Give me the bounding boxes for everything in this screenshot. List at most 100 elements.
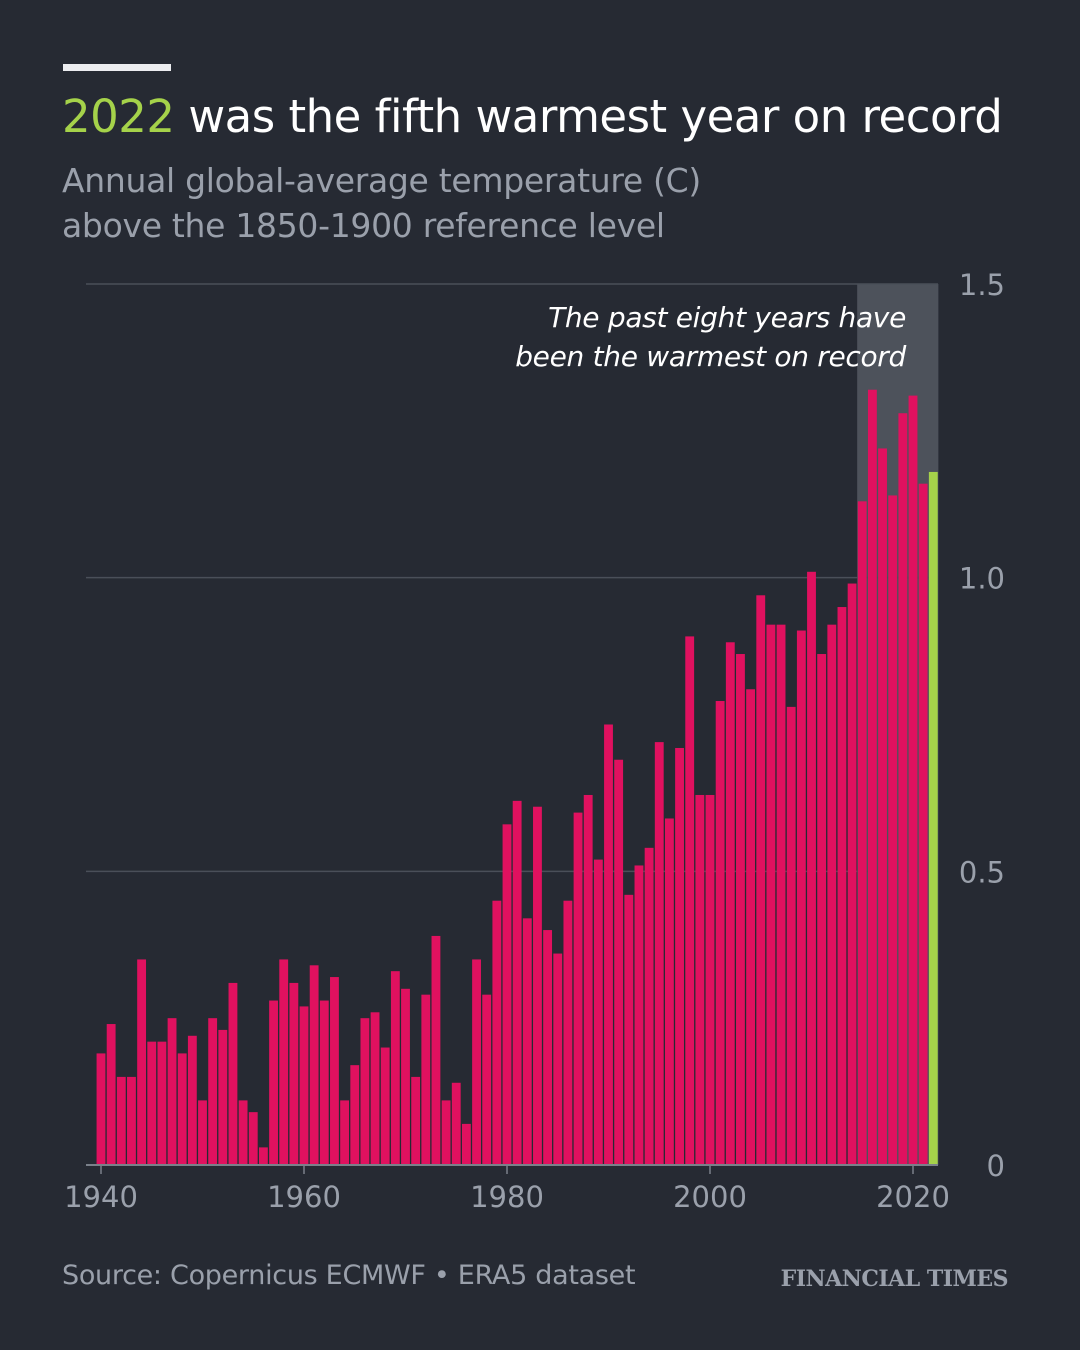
bar-1981	[512, 800, 522, 1165]
bar-2013	[837, 607, 847, 1165]
y-tick-label: 1.0	[959, 562, 1005, 596]
bar-1958	[279, 959, 289, 1165]
bar-1944	[137, 959, 147, 1165]
bar-2022	[928, 471, 938, 1165]
chart-title: 2022 was the fifth warmest year on recor…	[62, 90, 1003, 143]
bar-1983	[533, 806, 542, 1165]
bar-2021	[918, 483, 928, 1165]
bar-2006	[766, 624, 776, 1165]
bar-1949	[187, 1035, 197, 1165]
x-tick-label: 2000	[673, 1180, 747, 1214]
bar-1990	[604, 724, 613, 1165]
bar-1985	[553, 953, 563, 1165]
bar-1966	[360, 1018, 370, 1165]
bar-2017	[878, 448, 887, 1165]
bar-1996	[664, 818, 674, 1165]
bar-2004	[746, 689, 756, 1165]
bar-1978	[482, 994, 492, 1165]
bar-1986	[563, 900, 573, 1165]
bar-1975	[451, 1082, 461, 1165]
bar-2015	[857, 501, 867, 1165]
bar-1954	[238, 1100, 248, 1165]
bar-1987	[573, 812, 583, 1165]
bar-1955	[248, 1112, 258, 1165]
bar-1992	[624, 894, 634, 1165]
bar-1967	[370, 1012, 380, 1165]
bar-2001	[715, 701, 725, 1165]
bar-1984	[543, 930, 553, 1165]
bar-2019	[898, 413, 908, 1165]
bar-1982	[522, 918, 532, 1165]
subtitle-line-2: above the 1850-1900 reference level	[62, 206, 665, 245]
bar-1957	[269, 1000, 278, 1165]
bar-1942	[116, 1076, 126, 1165]
bar-1970	[401, 988, 410, 1165]
bar-1956	[258, 1147, 268, 1165]
bar-1980	[502, 824, 512, 1165]
bar-1988	[583, 794, 593, 1165]
bar-1946	[157, 1041, 167, 1165]
bar-1943	[127, 1076, 136, 1165]
bar-1945	[147, 1041, 157, 1165]
title-highlight-year: 2022	[62, 90, 175, 143]
bar-1998	[685, 636, 695, 1165]
y-tick-label: 0.5	[959, 855, 1005, 889]
bar-1969	[390, 971, 400, 1165]
bar-2003	[736, 654, 745, 1165]
bar-1962	[319, 1000, 329, 1165]
bar-1965	[350, 1065, 360, 1165]
bar-1947	[167, 1018, 177, 1165]
bar-2018	[888, 495, 898, 1165]
bar-1959	[289, 982, 299, 1165]
bar-1991	[614, 759, 624, 1165]
bar-1997	[675, 747, 684, 1165]
bar-2000	[705, 794, 715, 1165]
bar-2010	[807, 571, 816, 1165]
bar-1999	[695, 794, 705, 1165]
bar-2009	[796, 630, 806, 1165]
bar-2007	[776, 624, 786, 1165]
bar-1951	[208, 1018, 218, 1165]
bar-2005	[756, 595, 766, 1165]
title-text: was the fifth warmest year on record	[174, 90, 1003, 143]
source-note: Source: Copernicus ECMWF • ERA5 dataset	[62, 1260, 636, 1291]
bar-1974	[441, 1100, 451, 1165]
bar-1940	[96, 1053, 106, 1165]
header-rule	[63, 64, 171, 71]
ft-logo: FINANCIAL TIMES	[780, 1266, 1009, 1292]
chart-subtitle: Annual global-average temperature (C) ab…	[62, 158, 701, 248]
bar-1972	[421, 994, 431, 1165]
bar-1964	[340, 1100, 350, 1165]
bar-1976	[461, 1123, 471, 1165]
bar-1941	[106, 1024, 116, 1165]
annotation-line-1: The past eight years have	[548, 301, 906, 334]
bar-2020	[908, 395, 918, 1165]
bar-1963	[330, 977, 339, 1165]
bar-1948	[177, 1053, 187, 1165]
bar-1971	[411, 1076, 421, 1165]
bar-1950	[198, 1100, 207, 1165]
bar-1953	[228, 982, 238, 1165]
x-tick-label: 2020	[876, 1180, 950, 1214]
bar-1968	[380, 1047, 390, 1165]
bar-1979	[492, 900, 502, 1165]
bar-1961	[309, 965, 319, 1165]
bar-2008	[786, 706, 796, 1165]
bar-2016	[867, 389, 877, 1166]
subtitle-line-1: Annual global-average temperature (C)	[62, 161, 701, 200]
bar-2002	[725, 642, 735, 1165]
bar-1973	[431, 935, 441, 1165]
bar-1952	[218, 1029, 228, 1165]
bar-1994	[644, 847, 654, 1165]
y-tick-label: 1.5	[959, 268, 1005, 302]
bar-2012	[827, 624, 837, 1165]
x-tick-label: 1940	[64, 1180, 138, 1214]
x-tick-label: 1960	[267, 1180, 341, 1214]
bar-1960	[299, 1006, 309, 1165]
annotation-line-2: been the warmest on record	[515, 340, 906, 373]
bar-1977	[472, 959, 481, 1165]
bar-1995	[654, 742, 664, 1165]
bar-1989	[593, 859, 603, 1165]
x-tick-label: 1980	[470, 1180, 544, 1214]
